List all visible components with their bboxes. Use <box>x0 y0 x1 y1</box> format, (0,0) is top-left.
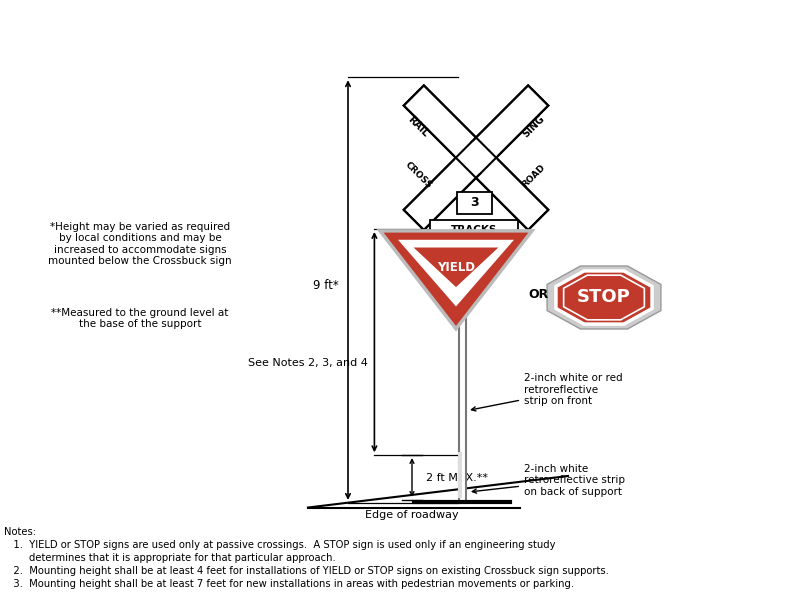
Text: OR: OR <box>528 288 549 301</box>
Text: TRACKS: TRACKS <box>451 226 498 235</box>
Text: *Height may be varied as required
by local conditions and may be
increased to ac: *Height may be varied as required by loc… <box>48 221 232 267</box>
Polygon shape <box>564 275 644 320</box>
Text: Notes:
   1.  YIELD or STOP signs are used only at passive crossings.  A STOP si: Notes: 1. YIELD or STOP signs are used o… <box>4 527 609 590</box>
Text: 3: 3 <box>470 196 478 209</box>
Text: ROAD: ROAD <box>520 162 547 189</box>
Polygon shape <box>547 266 661 329</box>
Text: 2-inch white or red
retroreflective
strip on front: 2-inch white or red retroreflective stri… <box>471 373 622 411</box>
Text: **Measured to the ground level at
the base of the support: **Measured to the ground level at the ba… <box>51 308 229 329</box>
Text: 2-inch white
retroreflective strip
on back of support: 2-inch white retroreflective strip on ba… <box>472 464 625 497</box>
Text: SING: SING <box>521 114 546 140</box>
Polygon shape <box>380 231 532 329</box>
Text: 9 ft*: 9 ft* <box>313 279 338 292</box>
Text: Edge of roadway: Edge of roadway <box>365 510 459 519</box>
FancyBboxPatch shape <box>459 229 466 503</box>
Text: 2 ft MAX.**: 2 ft MAX.** <box>426 473 488 483</box>
FancyBboxPatch shape <box>430 220 518 240</box>
Text: CROSS: CROSS <box>403 161 434 190</box>
Polygon shape <box>455 142 497 173</box>
Text: See Notes 2, 3, and 4: See Notes 2, 3, and 4 <box>248 358 368 368</box>
Text: RAIL: RAIL <box>406 114 430 139</box>
Text: YIELD: YIELD <box>437 261 475 274</box>
FancyBboxPatch shape <box>458 452 462 498</box>
Polygon shape <box>404 85 548 230</box>
Polygon shape <box>398 240 514 306</box>
FancyBboxPatch shape <box>457 192 492 214</box>
Polygon shape <box>414 248 498 287</box>
Polygon shape <box>404 85 548 230</box>
Text: STOP: STOP <box>577 289 631 306</box>
Polygon shape <box>556 271 652 324</box>
